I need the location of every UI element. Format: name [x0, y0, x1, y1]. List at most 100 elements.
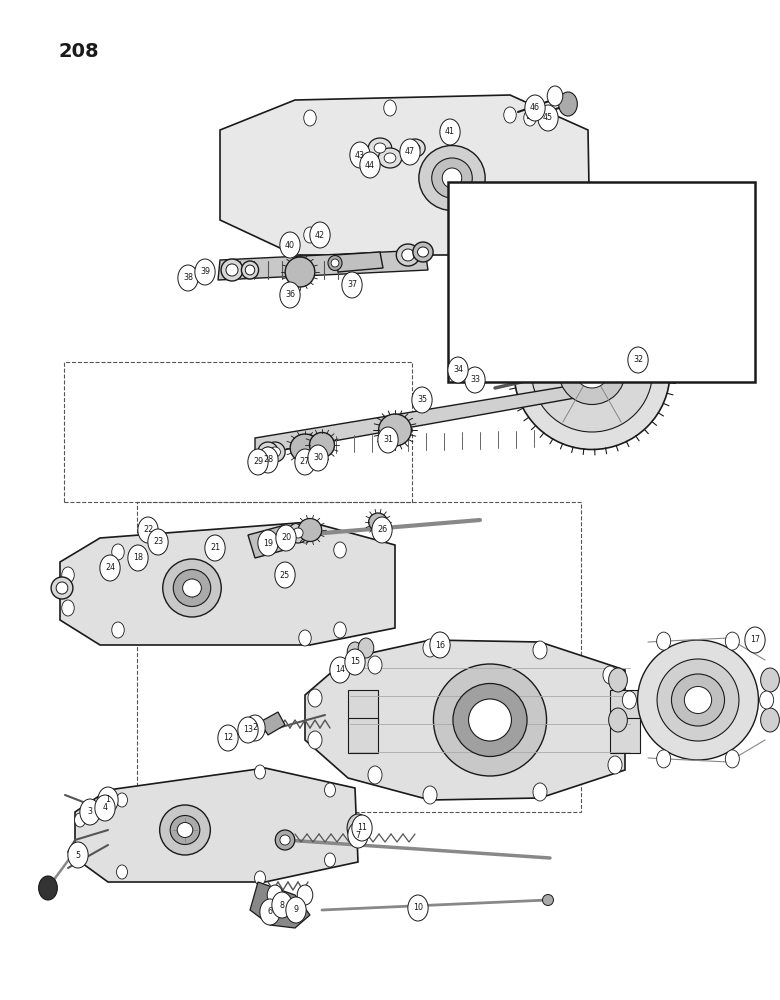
- Circle shape: [238, 717, 258, 743]
- Circle shape: [218, 725, 238, 751]
- Circle shape: [195, 259, 215, 285]
- Ellipse shape: [514, 294, 670, 450]
- Ellipse shape: [405, 139, 425, 157]
- Ellipse shape: [221, 259, 243, 281]
- Text: 15: 15: [350, 658, 360, 667]
- Text: 24: 24: [105, 563, 115, 572]
- Text: 208: 208: [58, 42, 99, 61]
- Text: 45: 45: [543, 113, 553, 122]
- Text: 29: 29: [253, 458, 263, 466]
- Circle shape: [533, 783, 547, 801]
- Ellipse shape: [56, 582, 68, 594]
- Ellipse shape: [469, 699, 512, 741]
- Text: 22: 22: [143, 526, 153, 534]
- Text: 18: 18: [133, 554, 143, 562]
- Circle shape: [603, 666, 617, 684]
- Circle shape: [548, 86, 563, 106]
- Ellipse shape: [265, 442, 285, 462]
- Circle shape: [400, 139, 420, 165]
- Ellipse shape: [442, 168, 462, 188]
- Circle shape: [628, 347, 648, 373]
- Circle shape: [295, 449, 315, 475]
- Circle shape: [205, 535, 225, 561]
- Text: 13: 13: [243, 726, 253, 734]
- Circle shape: [760, 691, 774, 709]
- Circle shape: [342, 272, 362, 298]
- Circle shape: [275, 562, 295, 588]
- Circle shape: [272, 892, 292, 918]
- Circle shape: [608, 708, 627, 732]
- Circle shape: [75, 843, 86, 857]
- Text: 8: 8: [279, 901, 285, 910]
- Text: 30: 30: [313, 454, 323, 462]
- Bar: [64, 362, 412, 502]
- Ellipse shape: [657, 659, 739, 741]
- Circle shape: [423, 786, 437, 804]
- Circle shape: [303, 227, 316, 243]
- Circle shape: [260, 899, 280, 925]
- Circle shape: [178, 265, 198, 291]
- Ellipse shape: [453, 684, 527, 756]
- Ellipse shape: [160, 805, 211, 855]
- Circle shape: [368, 656, 382, 674]
- Circle shape: [98, 787, 118, 813]
- Ellipse shape: [374, 143, 386, 153]
- Text: 3: 3: [87, 808, 93, 816]
- Circle shape: [745, 627, 765, 653]
- Polygon shape: [305, 640, 625, 800]
- Circle shape: [62, 567, 74, 583]
- Circle shape: [334, 542, 346, 558]
- Ellipse shape: [288, 523, 308, 543]
- Text: 7: 7: [356, 830, 360, 839]
- Text: 14: 14: [335, 666, 345, 675]
- Text: 40: 40: [285, 240, 295, 249]
- Circle shape: [372, 517, 392, 543]
- Ellipse shape: [258, 442, 278, 462]
- Ellipse shape: [177, 822, 193, 837]
- Circle shape: [330, 657, 350, 683]
- Text: 41: 41: [445, 127, 455, 136]
- Bar: [136, 502, 581, 812]
- Text: 47: 47: [405, 147, 415, 156]
- Circle shape: [116, 865, 127, 879]
- Circle shape: [384, 100, 396, 116]
- Ellipse shape: [285, 257, 315, 287]
- Text: 37: 37: [347, 280, 357, 289]
- Circle shape: [245, 715, 265, 741]
- Text: 20: 20: [281, 534, 291, 542]
- Circle shape: [504, 107, 516, 123]
- Text: 42: 42: [315, 231, 325, 239]
- Ellipse shape: [242, 261, 259, 279]
- Circle shape: [68, 842, 88, 868]
- Circle shape: [358, 638, 374, 658]
- Circle shape: [465, 367, 485, 393]
- Circle shape: [347, 642, 363, 662]
- Circle shape: [448, 357, 468, 383]
- Ellipse shape: [684, 686, 711, 713]
- Circle shape: [75, 813, 86, 827]
- Ellipse shape: [396, 244, 420, 266]
- Ellipse shape: [270, 447, 281, 457]
- Circle shape: [280, 282, 300, 308]
- Circle shape: [412, 387, 432, 413]
- Text: 31: 31: [383, 436, 393, 444]
- Circle shape: [148, 529, 168, 555]
- Circle shape: [533, 641, 547, 659]
- Circle shape: [308, 731, 322, 749]
- Circle shape: [378, 427, 398, 453]
- Ellipse shape: [410, 143, 420, 152]
- Circle shape: [299, 527, 311, 543]
- Ellipse shape: [531, 312, 652, 432]
- Ellipse shape: [434, 664, 547, 776]
- Circle shape: [62, 600, 74, 616]
- Ellipse shape: [384, 153, 396, 163]
- Circle shape: [280, 232, 300, 258]
- Ellipse shape: [51, 577, 73, 599]
- Ellipse shape: [280, 835, 290, 845]
- Ellipse shape: [402, 249, 414, 261]
- Text: 33: 33: [470, 375, 480, 384]
- Text: 23: 23: [153, 538, 163, 546]
- Ellipse shape: [290, 434, 320, 462]
- Circle shape: [608, 668, 627, 692]
- Ellipse shape: [369, 513, 388, 531]
